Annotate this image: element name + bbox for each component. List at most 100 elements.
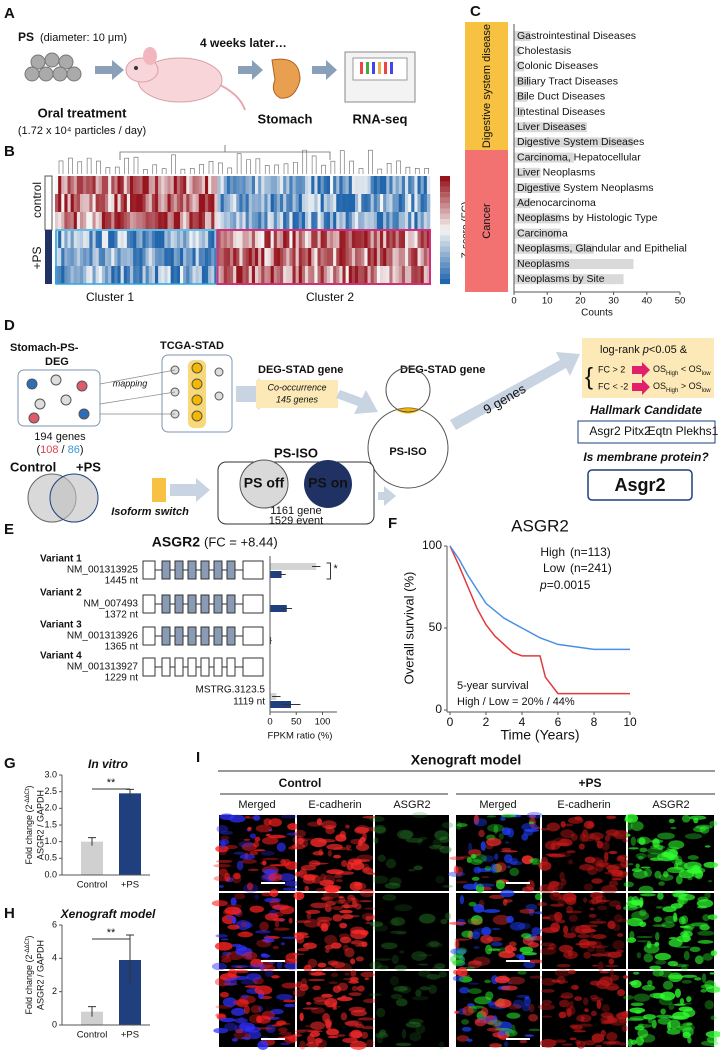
stain [591, 897, 600, 905]
logrank: log-rank p<0.05 & [600, 344, 688, 356]
ps-iso: PS-ISO [389, 446, 427, 458]
stain [524, 996, 530, 1000]
heatmap-cell [176, 248, 181, 266]
stain [604, 964, 619, 968]
heatmap-cell [61, 194, 65, 212]
heatmap-cell [198, 194, 203, 212]
heatmap-cell [326, 266, 331, 284]
stain [283, 1034, 298, 1044]
heatmap-cell [336, 194, 340, 212]
heatmap-cell [361, 176, 365, 194]
stain [293, 933, 305, 940]
stain [529, 975, 544, 979]
heatmap-cell [67, 212, 71, 230]
stain [504, 853, 513, 864]
heatmap-cell [411, 212, 415, 230]
heatmap-cell [301, 266, 306, 284]
heatmap-cell [280, 230, 284, 248]
heatmap-cell [364, 176, 368, 194]
heatmap-cell [92, 194, 96, 212]
heatmap-cell [251, 212, 256, 230]
colorbar-cell [440, 230, 450, 236]
heatmap-cell [226, 212, 231, 230]
heatmap-cell [320, 212, 325, 230]
micrograph [375, 815, 449, 891]
heatmap-cell [139, 230, 143, 248]
stain [228, 814, 246, 823]
stain [394, 904, 413, 912]
stain [257, 1027, 274, 1030]
stain [485, 843, 494, 850]
heatmap-cell [251, 230, 256, 248]
heatmap-cell [376, 266, 381, 284]
heatmap-cell [367, 230, 371, 248]
stain [489, 894, 505, 900]
heatmap-cell [426, 248, 431, 266]
stain [448, 921, 467, 925]
heatmap-cell [286, 194, 290, 212]
stain [227, 915, 232, 920]
heatmap-cell [342, 266, 346, 284]
heatmap-cell [120, 248, 125, 266]
stain [583, 883, 593, 891]
stain [507, 976, 526, 985]
heatmap-cell [264, 266, 268, 284]
heatmap-cell [317, 194, 321, 212]
stain [641, 984, 656, 991]
heatmap-cell [348, 176, 353, 194]
stain [221, 951, 232, 956]
heatmap-cell [230, 266, 234, 284]
stain [235, 966, 243, 969]
exon [187, 657, 197, 677]
stain [229, 975, 241, 979]
stain [428, 940, 440, 947]
heatmap-cell [286, 248, 290, 266]
stain [455, 821, 462, 830]
heatmap-cell [326, 212, 331, 230]
stain [281, 982, 298, 989]
heatmap-cell [205, 248, 209, 266]
cluster-label: Cluster 2 [306, 290, 354, 304]
heatmap-cell [414, 230, 418, 248]
heatmap-cell [245, 194, 250, 212]
stain [494, 862, 507, 873]
heatmap-cell [270, 248, 275, 266]
stain [344, 947, 355, 958]
legend-name: High [540, 545, 565, 559]
heatmap-cell [161, 230, 165, 248]
stain [566, 1008, 572, 1018]
stain [574, 996, 583, 1001]
heatmap-cell [211, 230, 215, 248]
stain [583, 897, 588, 903]
stain [395, 1042, 412, 1047]
heatmap-cell [292, 194, 296, 212]
stain [657, 892, 664, 900]
stain [310, 837, 327, 848]
paren: ( [36, 444, 40, 456]
heatmap-cell [220, 194, 225, 212]
t: High [666, 371, 678, 377]
heatmap-cell [295, 194, 300, 212]
heatmap-cell [120, 230, 125, 248]
heatmap-cell [148, 176, 153, 194]
stain [244, 922, 254, 929]
heatmap-cell [164, 230, 168, 248]
stain [348, 992, 362, 997]
stain [606, 865, 620, 872]
stain [361, 1031, 369, 1039]
heatmap-cell [126, 194, 131, 212]
stain [477, 883, 495, 888]
heatmap-cell [386, 176, 390, 194]
column-label: Merged [238, 799, 275, 811]
stain [609, 968, 615, 976]
stain [654, 870, 662, 879]
heatmap-cell [423, 248, 428, 266]
stain [470, 859, 483, 865]
p-value-part: =0.0015 [547, 578, 591, 592]
exon [226, 594, 236, 614]
stain [454, 1010, 460, 1014]
stain [474, 1018, 487, 1027]
x-tick-label: 20 [575, 296, 586, 307]
heatmap-cell [217, 248, 221, 266]
stain [308, 970, 323, 977]
